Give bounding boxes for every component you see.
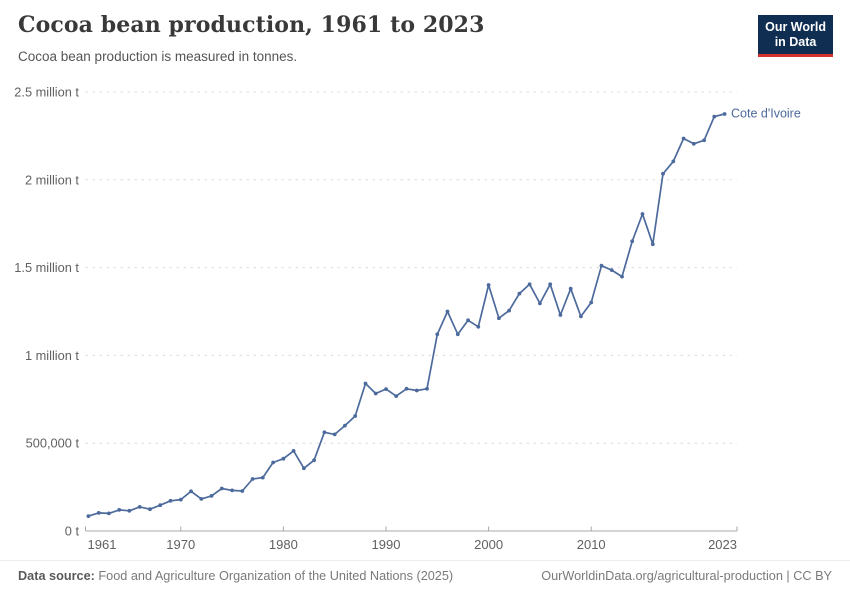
data-point-2010[interactable] <box>589 300 594 305</box>
data-point-1997[interactable] <box>455 332 460 337</box>
data-point-1990[interactable] <box>384 387 388 391</box>
data-point-1989[interactable] <box>373 391 378 396</box>
data-point-1963[interactable] <box>107 511 111 516</box>
data-point-1975[interactable] <box>230 488 235 493</box>
y-axis-label-500000: 500,000 t <box>26 436 80 451</box>
x-axis-label-1961: 1961 <box>88 537 117 552</box>
data-point-2012[interactable] <box>609 268 614 272</box>
x-axis-label-1990: 1990 <box>372 537 401 552</box>
data-point-2009[interactable] <box>579 314 583 319</box>
chart-footer: Data source: Food and Agriculture Organi… <box>18 569 832 583</box>
series-line-cote-d-ivoire[interactable] <box>87 113 726 517</box>
data-point-2019[interactable] <box>681 136 686 141</box>
footer-divider <box>0 560 850 561</box>
data-point-1998[interactable] <box>466 318 470 323</box>
data-point-1978[interactable] <box>260 475 265 480</box>
data-point-1976[interactable] <box>240 489 245 493</box>
data-point-1996[interactable] <box>445 309 450 314</box>
data-point-2018[interactable] <box>671 159 676 164</box>
data-point-1995[interactable] <box>435 332 440 337</box>
data-point-2022[interactable] <box>712 114 717 119</box>
data-point-1974[interactable] <box>219 486 224 491</box>
data-point-1965[interactable] <box>127 508 132 513</box>
data-point-1994[interactable] <box>425 386 429 391</box>
data-source-label: Data source: <box>18 569 95 583</box>
data-point-1961[interactable] <box>86 514 91 518</box>
data-point-2016[interactable] <box>650 242 655 247</box>
data-point-2000[interactable] <box>486 283 491 287</box>
data-point-2023[interactable] <box>722 112 727 116</box>
data-point-1983[interactable] <box>312 458 316 463</box>
data-point-1999[interactable] <box>476 324 481 329</box>
data-point-1991[interactable] <box>394 394 399 398</box>
data-point-1964[interactable] <box>117 508 122 512</box>
owid-logo-line1: Our World <box>765 20 826 34</box>
data-point-1968[interactable] <box>158 503 163 508</box>
data-point-1992[interactable] <box>404 386 409 391</box>
data-point-1966[interactable] <box>137 505 142 509</box>
y-axis-label-2000000: 2 million t <box>25 172 79 187</box>
data-point-2003[interactable] <box>517 291 522 296</box>
chart-subtitle: Cocoa bean production is measured in ton… <box>18 49 298 64</box>
y-axis-label-1000000: 1 million t <box>25 348 79 363</box>
data-point-1967[interactable] <box>148 507 152 512</box>
data-point-1982[interactable] <box>302 466 306 471</box>
owid-logo-line2: in Data <box>774 34 817 49</box>
data-point-1979[interactable] <box>271 460 275 465</box>
data-point-1972[interactable] <box>199 497 204 501</box>
chart-title: Cocoa bean production, 1961 to 2023 <box>18 12 485 38</box>
x-axis-label-2010: 2010 <box>577 537 606 552</box>
data-point-1962[interactable] <box>96 511 101 515</box>
data-source: Data source: Food and Agriculture Organi… <box>18 569 453 583</box>
data-point-2006[interactable] <box>548 282 553 287</box>
data-point-2013[interactable] <box>620 274 624 279</box>
data-point-1981[interactable] <box>291 449 296 453</box>
data-point-2004[interactable] <box>527 282 532 287</box>
data-point-1970[interactable] <box>178 497 183 502</box>
data-point-1973[interactable] <box>209 494 214 498</box>
data-point-2002[interactable] <box>507 308 511 313</box>
data-point-1971[interactable] <box>189 489 193 494</box>
data-point-2005[interactable] <box>538 301 542 306</box>
data-point-1986[interactable] <box>343 423 347 428</box>
data-point-1993[interactable] <box>414 388 419 393</box>
data-source-text: Food and Agriculture Organization of the… <box>98 569 454 583</box>
series-label-cote-divoire[interactable]: Cote d'Ivoire <box>731 106 801 121</box>
data-point-1985[interactable] <box>332 432 337 437</box>
data-point-2007[interactable] <box>558 313 563 317</box>
data-point-1977[interactable] <box>250 477 255 481</box>
data-point-2008[interactable] <box>568 286 573 291</box>
data-point-2014[interactable] <box>630 239 635 244</box>
data-point-2001[interactable] <box>497 316 501 321</box>
x-axis-label-1980: 1980 <box>269 537 298 552</box>
owid-logo[interactable]: Our World in Data <box>758 15 833 57</box>
y-axis-label-0: 0 t <box>65 523 80 538</box>
y-axis-label-1500000: 1.5 million t <box>14 260 79 275</box>
data-point-1969[interactable] <box>168 498 173 503</box>
data-point-2021[interactable] <box>702 138 706 143</box>
x-axis-label-1970: 1970 <box>166 537 195 552</box>
y-axis-label-2500000: 2.5 million t <box>14 84 79 99</box>
data-point-1984[interactable] <box>322 430 327 435</box>
data-point-2017[interactable] <box>661 171 665 176</box>
data-point-2020[interactable] <box>691 141 696 146</box>
credit-link[interactable]: OurWorldinData.org/agricultural-producti… <box>541 569 832 583</box>
data-point-1987[interactable] <box>353 414 358 418</box>
data-point-1988[interactable] <box>363 381 368 386</box>
data-point-2015[interactable] <box>640 212 645 216</box>
x-axis-label-2000: 2000 <box>474 537 503 552</box>
x-axis-label-2023: 2023 <box>708 537 737 552</box>
data-point-1980[interactable] <box>281 456 286 461</box>
data-point-2011[interactable] <box>599 263 604 268</box>
